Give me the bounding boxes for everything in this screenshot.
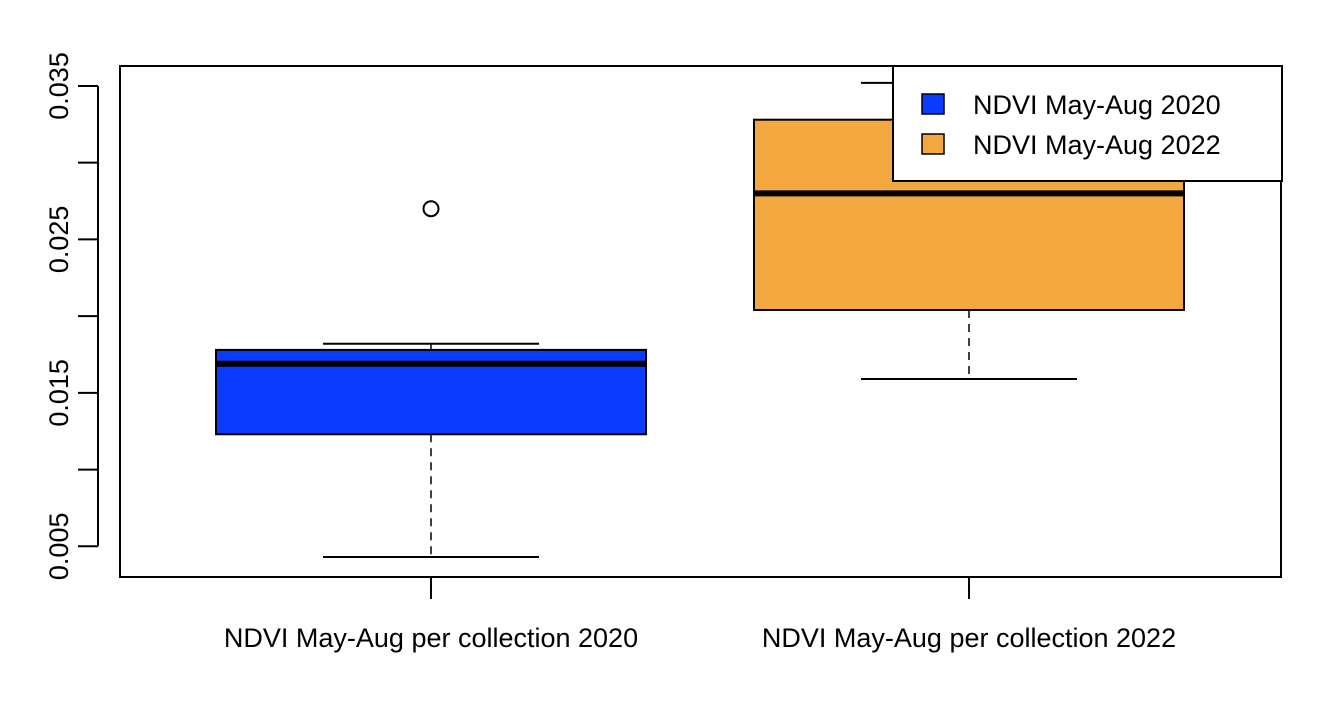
y-axis: 0.005 0.015 0.025 0.035 (44, 52, 99, 581)
y-tick-label: 0.005 (44, 513, 74, 581)
plot-frame (119, 65, 1282, 578)
box-group (215, 200, 647, 559)
x-category-label: NDVI May-Aug per collection 2020 (224, 623, 638, 653)
legend: NDVI May-Aug 2020 NDVI May-Aug 2022 (892, 65, 1283, 182)
outlier-point (422, 200, 440, 218)
legend-swatch (921, 93, 945, 115)
y-tick-label: 0.035 (44, 52, 74, 120)
legend-box (892, 65, 1283, 182)
legend-swatch (921, 133, 945, 155)
x-category-label: NDVI May-Aug per collection 2022 (762, 623, 1176, 653)
legend-label: NDVI May-Aug 2022 (973, 130, 1221, 160)
y-tick-label: 0.015 (44, 359, 74, 427)
y-tick-label: 0.025 (44, 206, 74, 274)
x-axis: NDVI May-Aug per collection 2020 NDVI May… (224, 577, 1176, 653)
legend-label: NDVI May-Aug 2020 (973, 90, 1221, 120)
